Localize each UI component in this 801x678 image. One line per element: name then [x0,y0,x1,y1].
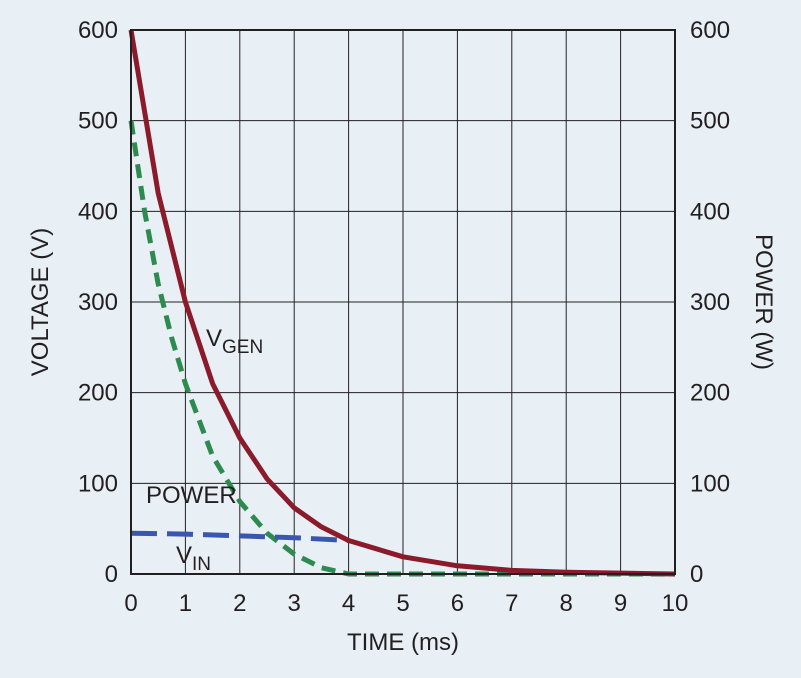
y-right-tick-label-5: 500 [690,108,730,135]
y-left-tick-label-5: 500 [78,108,118,135]
y-right-tick-label-6: 600 [690,17,730,44]
x-tick-label-2: 2 [233,590,246,617]
y-right-tick-label-4: 400 [690,198,730,225]
tick-labels: 0 1 2 3 4 5 6 7 8 9 100100200300400500600010020030… [78,17,730,617]
x-tick-label-0: 0 [124,590,137,617]
plot-border [130,29,676,575]
vin-series-label: VIN [176,542,211,575]
x-tick-label-1: 1 [179,590,192,617]
x-tick-label-4: 4 [342,590,355,617]
x-tick-label-6: 6 [451,590,464,617]
vgen-series-label: VGEN [206,325,263,358]
y-left-tick-label-4: 400 [78,198,118,225]
vgen-series-line [128,29,676,577]
y-right-tick-label-0: 0 [690,561,703,588]
y-right-tick-label-2: 200 [690,380,730,407]
x-axis-title: TIME (ms) [347,629,459,656]
y-right-tick-label-3: 300 [690,289,730,316]
y-right-tick-label-1: 100 [690,470,730,497]
y-left-tick-label-1: 100 [78,470,118,497]
x-tick-label-7: 7 [505,590,518,617]
x-tick-label-5: 5 [396,590,409,617]
y-left-tick-label-0: 0 [105,561,118,588]
x-tick-label-8: 8 [560,590,573,617]
y-left-tick-label-6: 600 [78,17,118,44]
y-left-tick-label-3: 300 [78,289,118,316]
x-tick-label-9: 9 [614,590,627,617]
power-series-label: POWER [146,482,237,509]
y-axis-title-left: VOLTAGE (V) [27,228,54,376]
x-tick-label-3: 3 [288,590,301,617]
vin-series-line [130,530,349,543]
y-left-tick-label-2: 200 [78,380,118,407]
plot-frame [130,29,676,575]
x-tick-label-10: 10 [662,590,689,617]
y-axis-title-right: POWER (W) [750,234,777,370]
